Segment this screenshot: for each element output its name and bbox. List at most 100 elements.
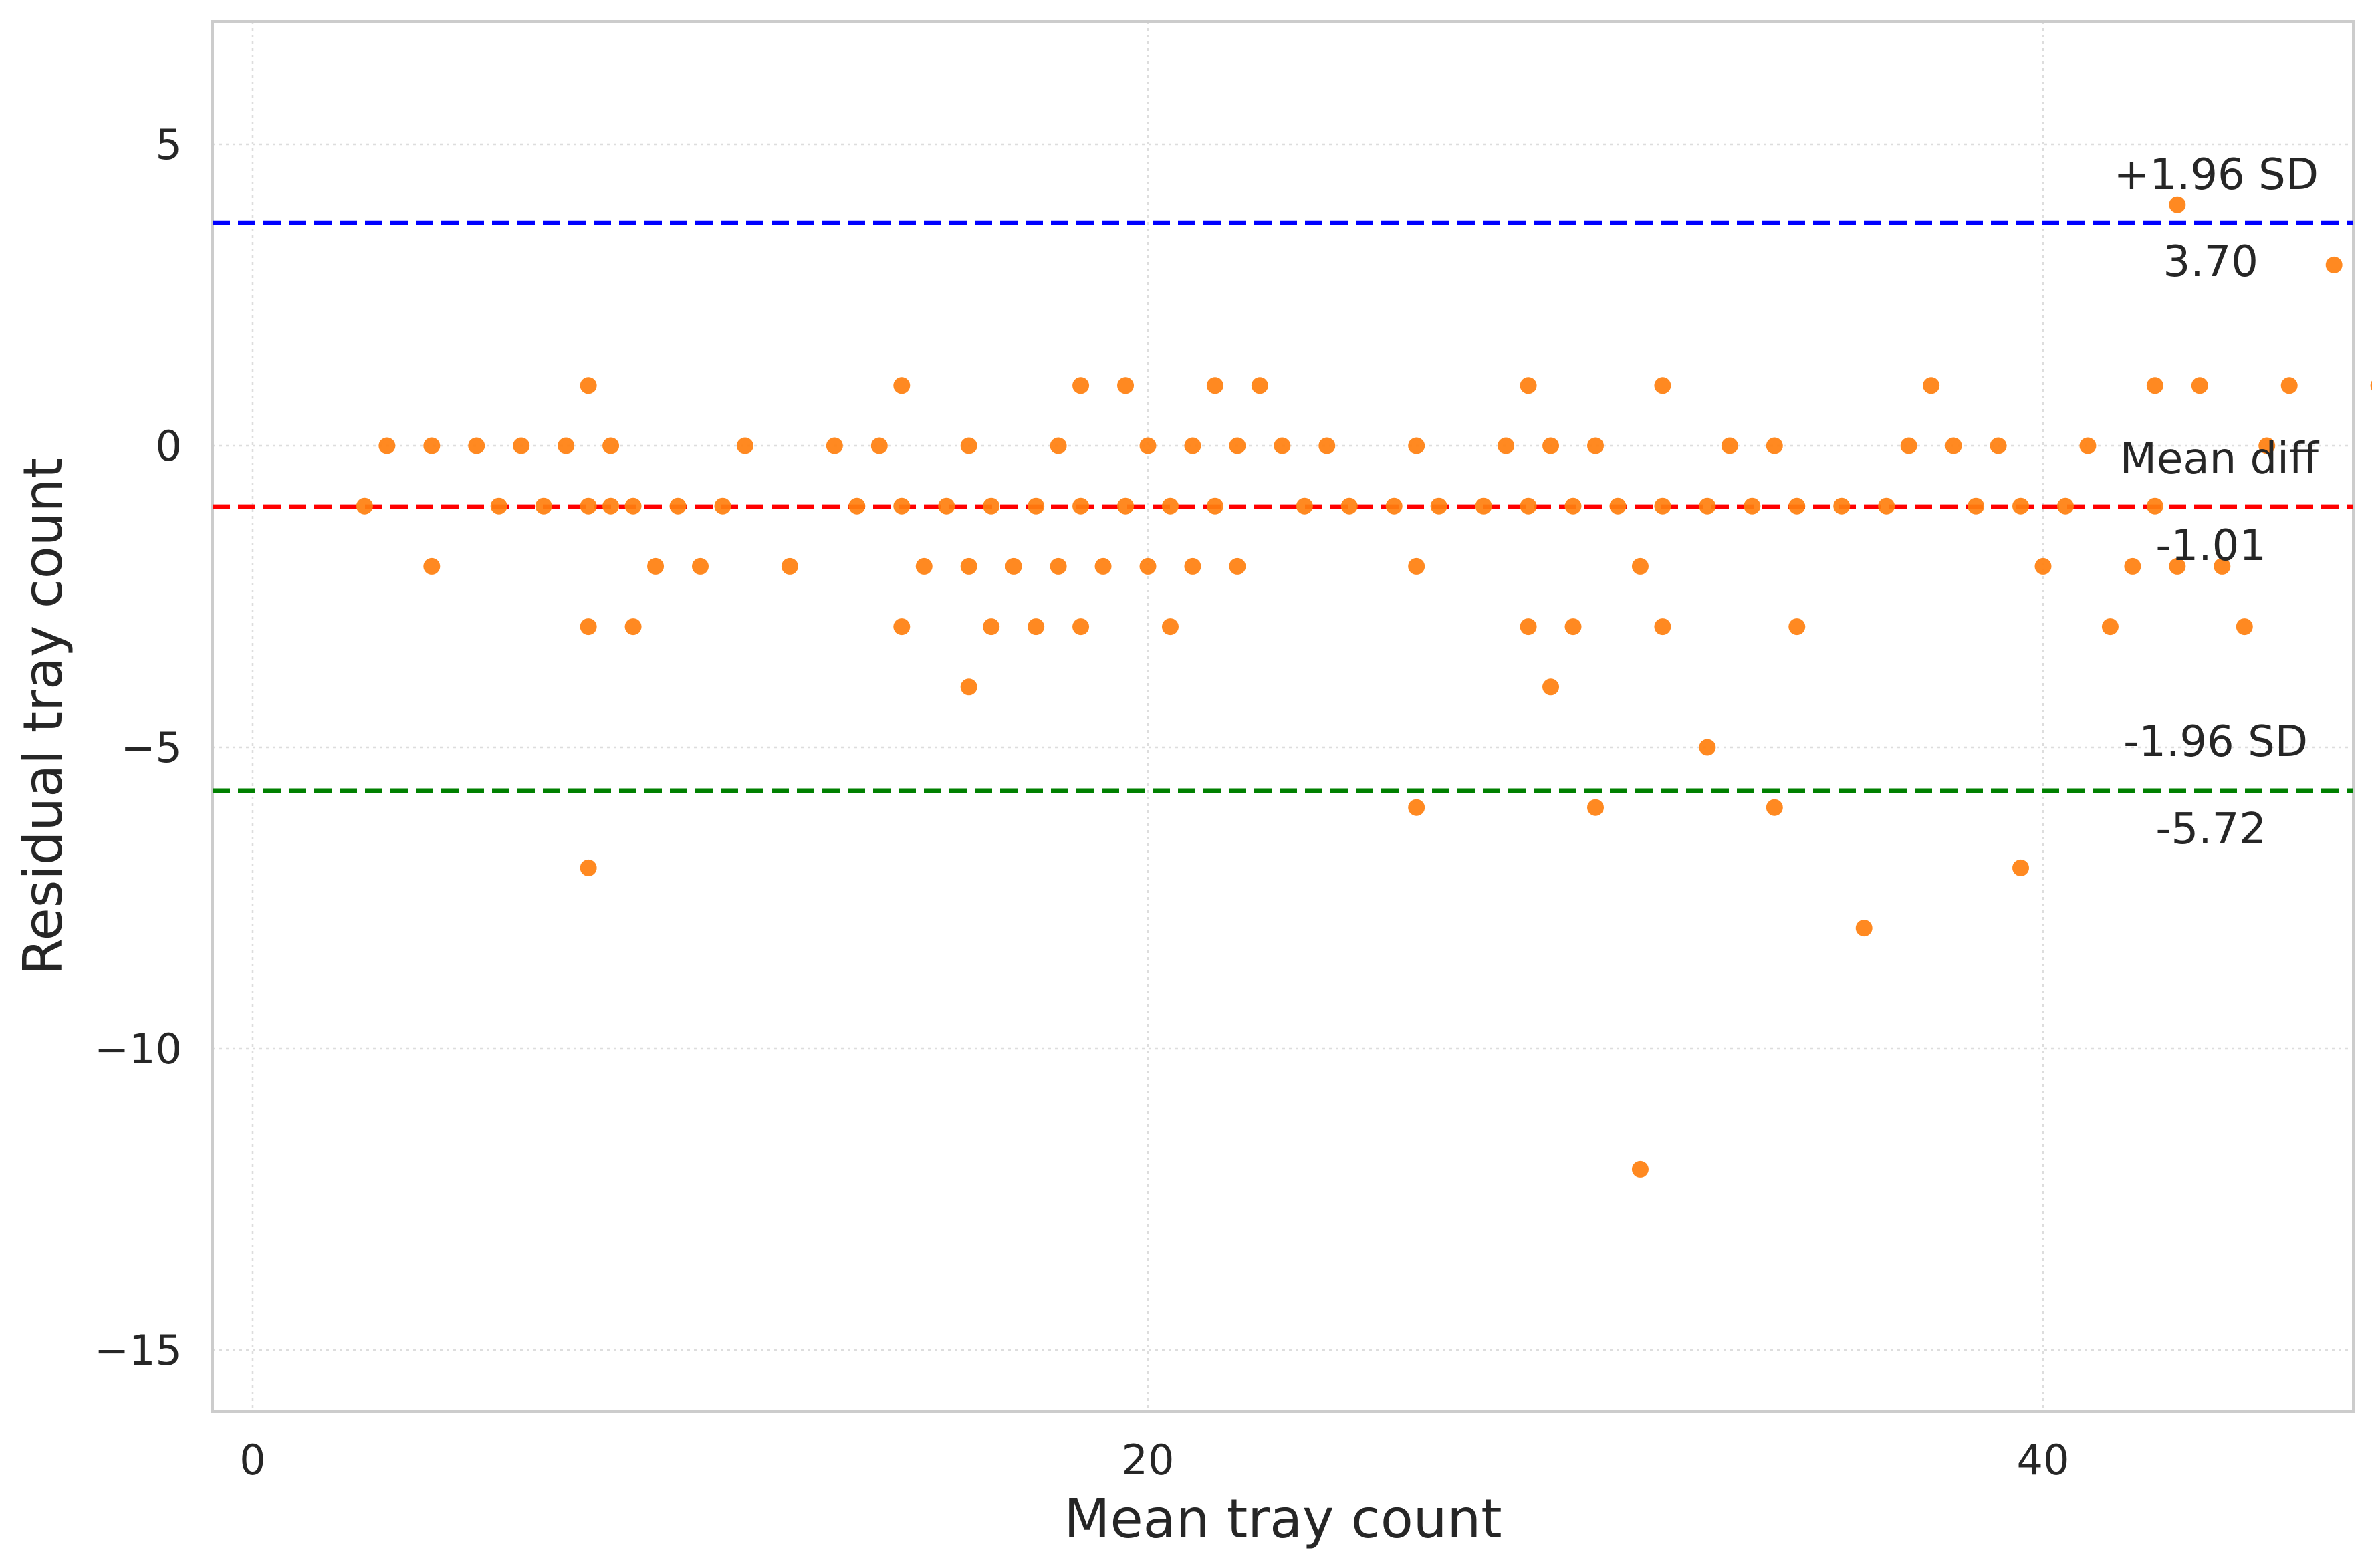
x-tick-label: 0 (239, 1436, 265, 1484)
data-point (1564, 618, 1582, 636)
data-point (602, 497, 620, 515)
data-point (2124, 557, 2141, 575)
data-point (826, 437, 843, 454)
y-axis-title: Residual tray count (12, 457, 74, 975)
data-point (915, 557, 933, 575)
data-point (580, 618, 597, 636)
data-point (624, 497, 642, 515)
data-point (423, 437, 441, 454)
data-point (2079, 437, 2097, 454)
data-point (2034, 557, 2052, 575)
data-point (2325, 256, 2343, 273)
data-point (1050, 557, 1067, 575)
data-point (1855, 920, 1873, 937)
data-point (2012, 497, 2030, 515)
data-point (1945, 437, 1962, 454)
data-point (2056, 497, 2074, 515)
y-tick-label: −10 (94, 1025, 182, 1073)
data-point (1475, 497, 1492, 515)
data-point (2169, 196, 2186, 213)
data-point (960, 437, 977, 454)
data-point (1654, 497, 1671, 515)
lower-reference-label: -1.96 SD (2123, 717, 2308, 767)
data-point (1408, 557, 1425, 575)
data-point (647, 557, 665, 575)
data-point (1923, 377, 1940, 394)
data-point (1184, 557, 1201, 575)
reference-annotations: +1.96 SD 3.70 Mean diff -1.01 -1.96 SD -5.72 (2114, 150, 2320, 854)
upper-reference-value: 3.70 (2163, 237, 2259, 287)
data-point (1699, 497, 1716, 515)
data-point (1296, 497, 1313, 515)
data-point (1766, 799, 1783, 816)
data-point (983, 497, 1000, 515)
data-point (1654, 377, 1671, 394)
data-point (1206, 497, 1223, 515)
data-point (1631, 557, 1649, 575)
data-point (938, 497, 955, 515)
data-point (1542, 437, 1560, 454)
data-point (2370, 380, 2372, 391)
y-tick-label: 5 (156, 120, 182, 169)
data-point (2191, 377, 2208, 394)
data-point (1005, 557, 1022, 575)
data-point (624, 618, 642, 636)
data-point (1072, 618, 1090, 636)
data-point (1833, 497, 1851, 515)
y-tick-label: 0 (156, 422, 182, 471)
data-point (2146, 497, 2163, 515)
data-point (1028, 497, 1045, 515)
data-point (1564, 497, 1582, 515)
data-point (1094, 557, 1112, 575)
data-point (692, 557, 709, 575)
y-tick-label: −5 (121, 723, 182, 772)
reference-lines (213, 220, 2353, 793)
data-point (1900, 437, 1917, 454)
data-point (1721, 437, 1738, 454)
data-point (580, 859, 597, 876)
data-point (1184, 437, 1201, 454)
data-point (870, 437, 888, 454)
data-point (1520, 618, 1537, 636)
mean-reference-value: -1.01 (2155, 521, 2266, 571)
data-point (1274, 437, 1291, 454)
data-point (2258, 437, 2276, 454)
data-point (378, 437, 396, 454)
data-point (1542, 678, 1560, 696)
lower-reference-value: -5.72 (2155, 805, 2266, 854)
data-point (2280, 377, 2298, 394)
plot-frame (211, 20, 2355, 1413)
data-point (1587, 799, 1604, 816)
data-point (1318, 437, 1336, 454)
data-point (960, 678, 977, 696)
data-point (1654, 618, 1671, 636)
data-point (1788, 497, 1806, 515)
data-point (2236, 618, 2253, 636)
data-point (1878, 497, 1895, 515)
data-point (1408, 437, 1425, 454)
data-point (2012, 859, 2030, 876)
data-point (1408, 799, 1425, 816)
data-point (1340, 497, 1358, 515)
data-point (893, 497, 911, 515)
data-point (356, 497, 373, 515)
data-point (736, 437, 753, 454)
x-tick-label: 40 (2017, 1436, 2070, 1484)
data-point (1161, 497, 1179, 515)
upper-reference-label: +1.96 SD (2114, 150, 2319, 200)
data-point (2214, 557, 2231, 575)
data-point (1788, 618, 1806, 636)
data-point (714, 497, 731, 515)
y-tick-label: −15 (94, 1326, 182, 1375)
data-point (513, 437, 530, 454)
data-point (535, 497, 552, 515)
tick-labels: 02040608050−5−10−15 (94, 120, 2070, 1484)
data-point (848, 497, 866, 515)
data-point (1139, 437, 1157, 454)
data-point (1028, 618, 1045, 636)
data-point (781, 557, 798, 575)
data-point (2146, 377, 2163, 394)
data-point (1520, 377, 1537, 394)
data-point (1587, 437, 1604, 454)
